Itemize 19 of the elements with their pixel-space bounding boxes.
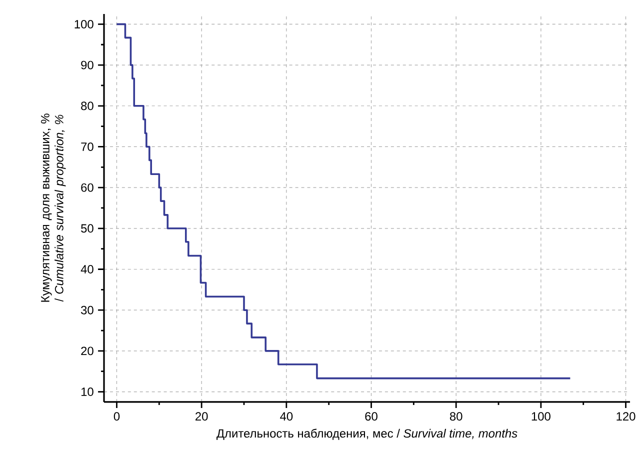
y-tick-label: 60	[81, 183, 94, 192]
x-tick-label: 40	[280, 412, 293, 421]
y-tick-label: 100	[74, 20, 94, 28]
y-tick-label: 40	[80, 265, 94, 274]
x-tick-label: 80	[450, 412, 462, 421]
y-tick-label: 70	[81, 142, 94, 151]
x-tick-label: 100	[532, 412, 550, 421]
y-tick-label: 80	[81, 102, 94, 110]
x-tick-label: 20	[196, 412, 208, 421]
x-tick-label: 120	[616, 412, 636, 421]
x-tick-label: 60	[365, 412, 378, 421]
y-tick-label: 20	[81, 346, 94, 356]
y-tick-label: 30	[81, 306, 94, 314]
y-tick-label: 10	[81, 388, 94, 396]
y-tick-label: 90	[81, 60, 94, 70]
y-axis-title: Кумулятивная доля выживших, % / Cumulative survival proportion, %	[41, 114, 66, 302]
y-tick-label: 50	[81, 224, 94, 233]
x-axis-title: Длительность наблюдения, мес / Survival time, months	[216, 428, 518, 440]
x-tick-label: 0	[114, 412, 120, 421]
